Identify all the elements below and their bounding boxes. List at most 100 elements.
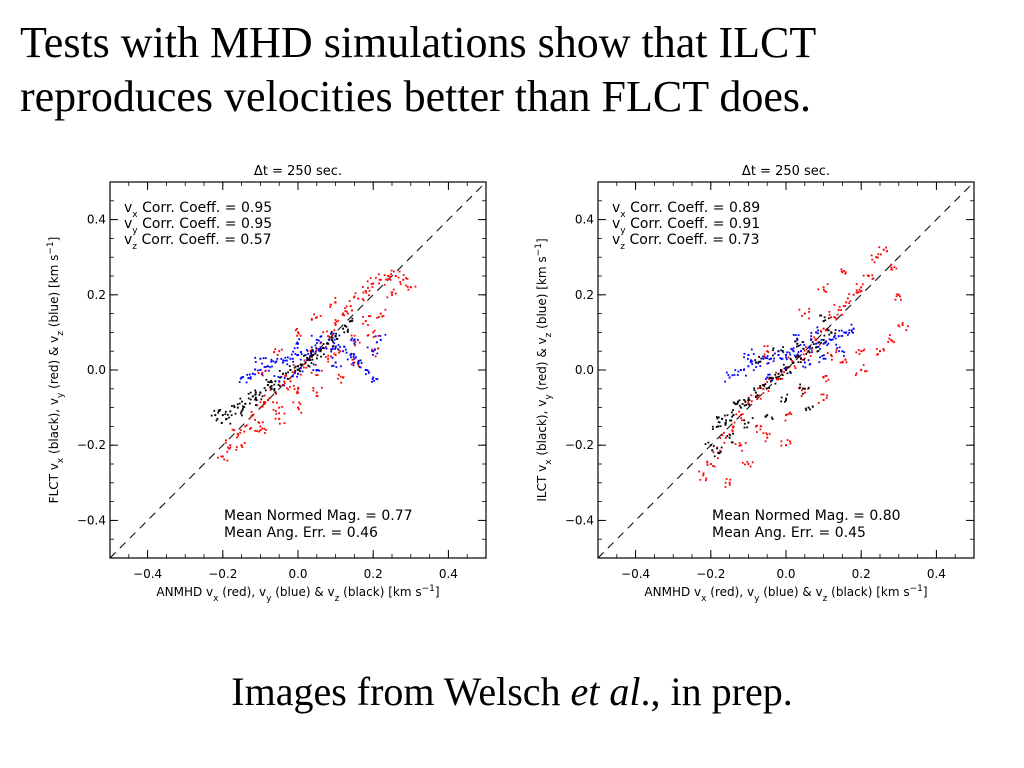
data-point-cloud [843,351,846,354]
data-point-cloud [298,401,301,404]
data-point-cloud [319,342,322,345]
data-point-cloud [250,415,253,418]
data-point-cloud [724,423,727,426]
data-point-cloud [277,383,280,386]
data-point-cloud [242,376,245,378]
data-point-cloud [780,440,783,443]
data-point-cloud [295,342,298,345]
data-point-cloud [224,413,227,416]
data-point-cloud [337,344,340,346]
data-point-cloud [344,310,347,312]
data-point-cloud [331,345,334,348]
data-point-cloud [292,401,295,404]
data-point-cloud [855,289,858,292]
data-point-cloud [296,334,298,337]
data-point-cloud [806,351,809,354]
data-point-cloud [265,365,268,368]
data-point [785,414,787,417]
data-point-cloud [751,360,754,363]
annotation-bottom-1: Mean Ang. Err. = 0.46 [224,525,378,541]
data-point-cloud [275,360,278,363]
data-point-cloud [345,325,348,328]
data-point-cloud [741,419,743,422]
data-point-cloud [744,399,747,402]
data-point-cloud [718,452,721,455]
data-point [728,481,731,484]
data-point-cloud [802,353,805,356]
data-point [255,399,258,402]
data-point-cloud [841,360,844,363]
data-point-cloud [334,319,337,321]
data-point-cloud [777,378,779,381]
data-point-cloud [320,341,322,344]
data-point-cloud [292,364,295,366]
data-point-cloud [799,361,802,364]
data-point-cloud [293,366,296,369]
data-point-cloud [747,357,749,360]
slide-title-line-1: Tests with MHD simulations show that ILC… [20,18,817,67]
data-point-cloud [888,337,891,340]
data-point-cloud [351,317,354,320]
data-point [762,357,765,360]
data-point-cloud [787,366,789,369]
data-point-cloud [369,277,372,280]
data-point-cloud [353,338,356,341]
data-point-cloud [308,365,311,368]
data-point-cloud [332,364,335,367]
data-point-cloud [294,372,296,374]
data-point-cloud [267,369,270,372]
data-point-cloud [724,481,727,484]
data-point-cloud [797,345,800,347]
x-tick-label: 0.2 [852,567,871,581]
data-point-cloud [808,363,811,366]
data-point-cloud [802,347,805,350]
data-point-cloud [371,350,373,353]
data-point-cloud [334,296,337,299]
data-point-cloud [367,294,370,297]
data-point-cloud [271,365,273,368]
data-point-cloud [876,353,878,356]
data-point [353,342,356,345]
data-point [402,278,405,281]
data-point-cloud [820,341,822,344]
data-point-cloud [826,283,829,286]
data-point-cloud [294,370,297,372]
data-point-cloud [729,434,731,436]
data-point-cloud [799,343,802,346]
data-point-cloud [768,387,770,389]
data-point-cloud [850,329,853,331]
data-point-cloud [745,374,747,377]
data-point-cloud [376,378,379,381]
data-point-cloud [871,274,874,277]
data-point-cloud [732,409,734,411]
data-point-cloud [807,387,810,390]
data-point-cloud [261,421,264,424]
data-point-cloud [350,352,353,355]
data-point-cloud [731,429,734,432]
data-point-cloud [293,388,296,391]
data-point [364,369,367,371]
data-point-cloud [893,341,896,344]
data-point [845,301,848,304]
data-point-cloud [831,355,833,358]
data-point-cloud [298,338,300,341]
data-point-cloud [250,410,253,413]
data-point-cloud [288,365,291,368]
data-point-cloud [770,416,773,419]
data-point-cloud [345,310,348,313]
data-point-cloud [780,396,783,399]
data-point [274,361,277,364]
data-point-cloud [756,398,759,401]
data-point-cloud [823,354,825,357]
data-point-cloud [780,444,783,447]
data-point-cloud [755,366,758,368]
data-point-cloud [833,334,836,337]
data-point [334,323,337,326]
data-point-cloud [811,405,814,408]
data-point-cloud [273,375,276,377]
data-point [372,350,375,353]
data-point-cloud [274,392,277,395]
data-point [837,335,840,338]
data-point [394,275,397,277]
data-point-cloud [833,316,836,319]
